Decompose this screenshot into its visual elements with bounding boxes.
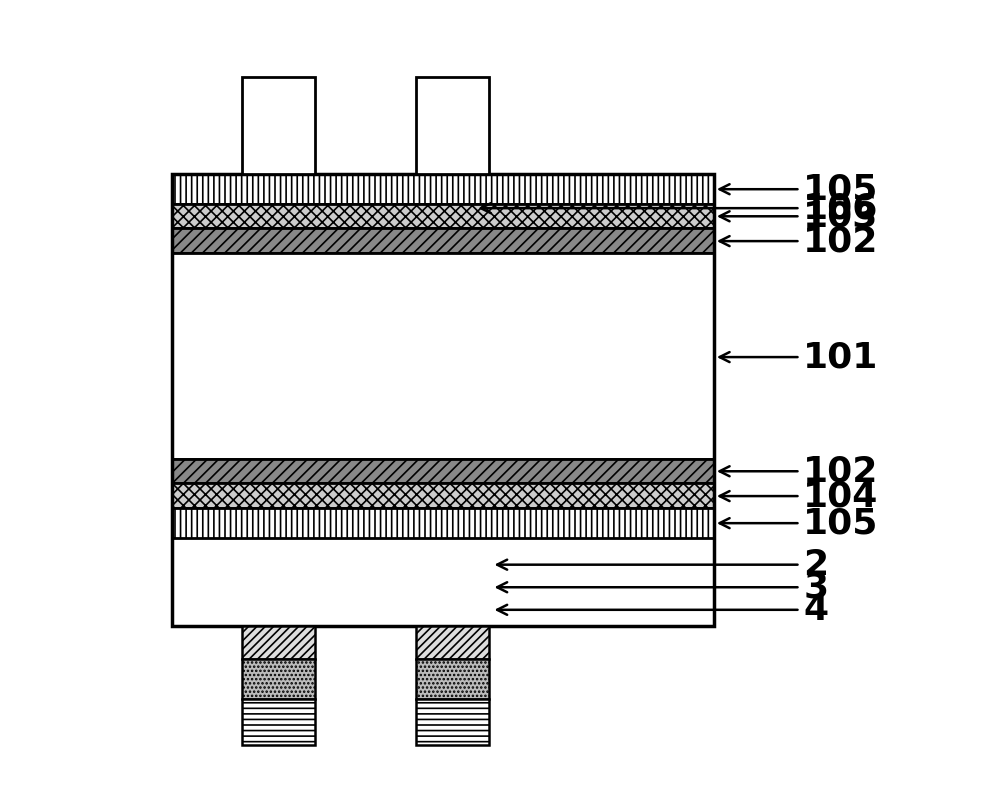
Bar <box>172 483 714 508</box>
Text: 4: 4 <box>497 592 828 626</box>
Bar <box>172 204 714 228</box>
Bar <box>242 77 315 174</box>
Bar <box>172 174 714 204</box>
Text: 105: 105 <box>720 172 879 206</box>
Bar <box>242 659 315 699</box>
Bar <box>172 459 714 483</box>
Bar <box>416 699 489 744</box>
Bar <box>172 253 714 459</box>
Bar <box>242 626 315 659</box>
Text: 104: 104 <box>720 479 879 513</box>
Bar <box>172 174 714 626</box>
Bar <box>416 77 489 174</box>
Bar <box>172 508 714 538</box>
Text: 2: 2 <box>497 548 828 581</box>
Bar <box>416 659 489 699</box>
Text: 103: 103 <box>720 200 879 234</box>
Bar <box>172 228 714 253</box>
Bar <box>416 626 489 659</box>
Text: 3: 3 <box>497 570 828 604</box>
Text: 102: 102 <box>720 224 879 258</box>
Text: 106: 106 <box>481 191 879 225</box>
Text: 101: 101 <box>720 340 879 374</box>
Text: 102: 102 <box>720 455 879 488</box>
Text: 105: 105 <box>720 506 879 540</box>
Bar <box>242 699 315 744</box>
